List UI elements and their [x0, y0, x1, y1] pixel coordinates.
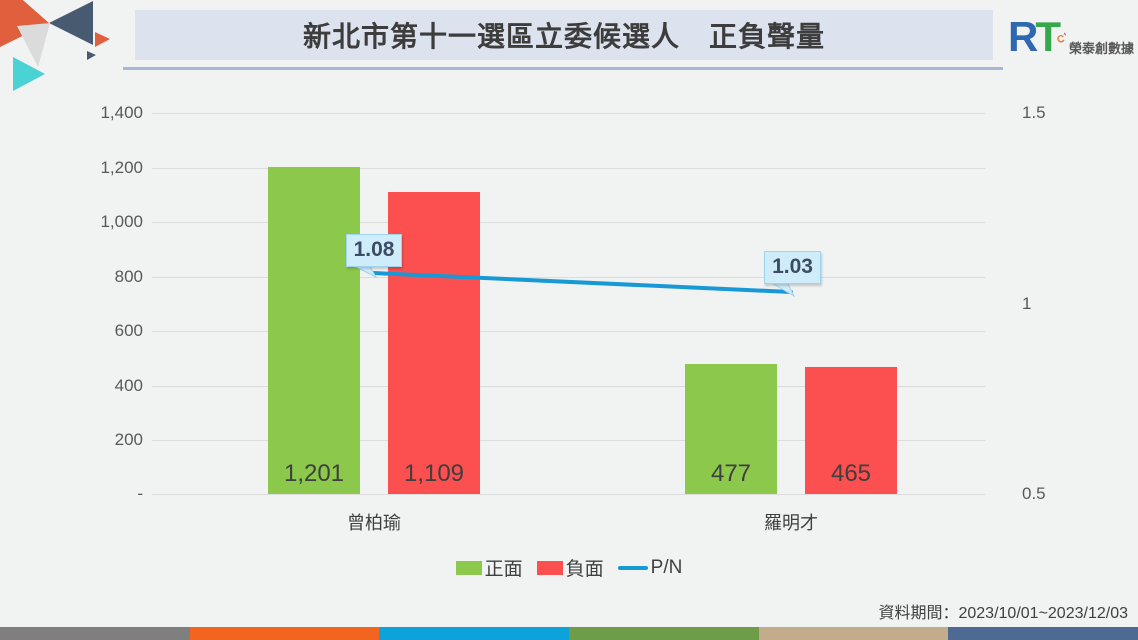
legend-label: P/N — [650, 556, 683, 578]
legend: 正面 負面 P/N — [0, 554, 1138, 581]
y-axis-left-tick: 400 — [114, 376, 143, 395]
bar-positive-zengboyu: 1,201 — [268, 167, 360, 494]
stripe-segment — [569, 627, 759, 640]
category-label-luomingcai: 羅明才 — [764, 513, 818, 533]
y-axis-right-tick: 1.5 — [1022, 103, 1046, 122]
rtc-logo: R T 榮泰創數據 — [1008, 14, 1134, 66]
legend-label: 正面 — [484, 559, 523, 580]
logo-letter-t: T — [1035, 13, 1061, 60]
callout-value: 1.03 — [772, 255, 813, 278]
stripe-segment — [0, 627, 190, 640]
gridline — [152, 494, 985, 495]
y-axis-right-tick: 1 — [1022, 294, 1032, 313]
title-underline — [123, 67, 1003, 70]
logo-company-name: 榮泰創數據 — [1068, 41, 1134, 56]
legend-item-positive: 正面 — [455, 554, 523, 581]
gridline — [152, 113, 985, 114]
y-axis-left-tick: 200 — [114, 430, 143, 449]
stripe-segment — [189, 627, 380, 640]
callout-value: 1.08 — [353, 238, 395, 261]
bar-value-label: 1,109 — [403, 460, 465, 487]
y-axis-left-tick: 1,000 — [100, 212, 143, 231]
gridline — [152, 386, 985, 387]
bar-value-label: 465 — [830, 460, 872, 487]
stripe-segment — [379, 627, 570, 640]
stripe-segment — [758, 627, 949, 640]
bar-value-label: 477 — [710, 460, 752, 487]
y-axis-left-tick: 1,200 — [100, 158, 143, 177]
bar-value-label: 1,201 — [283, 460, 345, 487]
logo-c-arc-icon — [1057, 32, 1066, 43]
legend-item-pn: P/N — [617, 556, 683, 579]
pn-callout-zengboyu: 1.08 — [346, 234, 402, 267]
gridline — [152, 440, 985, 441]
gridline — [152, 168, 985, 169]
legend-swatch-positive — [455, 560, 482, 575]
data-period-label: 資料期間：2023/10/01~2023/12/03 — [878, 605, 1128, 622]
y-axis-left-tick: 1,400 — [100, 103, 143, 122]
legend-swatch-negative — [536, 560, 563, 575]
y-axis-left-tick: - — [137, 484, 143, 503]
footer-stripe — [0, 627, 1138, 640]
gridline — [152, 331, 985, 332]
y-axis-left-tick: 600 — [114, 321, 143, 340]
gridline — [152, 222, 985, 223]
y-axis-right-tick: 0.5 — [1022, 484, 1046, 503]
title-bar: 新北市第十一選區立委候選人 正負聲量 — [135, 10, 993, 60]
category-label-zengboyu: 曾柏瑜 — [347, 513, 401, 533]
legend-line-swatch-pn — [617, 565, 648, 570]
bar-negative-luomingcai: 465 — [805, 367, 897, 494]
logo-letter-r: R — [1008, 13, 1038, 60]
bar-positive-luomingcai: 477 — [685, 364, 777, 494]
logo-flame-icon — [1063, 32, 1066, 36]
y-axis-left-tick: 800 — [114, 267, 143, 286]
pn-callout-luomingcai: 1.03 — [764, 251, 821, 284]
page-title: 新北市第十一選區立委候選人 正負聲量 — [302, 21, 825, 52]
legend-label: 負面 — [565, 559, 604, 580]
corner-triangles-icon — [0, 0, 110, 91]
callout-pointer — [768, 281, 796, 298]
legend-item-negative: 負面 — [536, 554, 604, 581]
stripe-segment — [948, 627, 1138, 640]
bar-negative-zengboyu: 1,109 — [388, 192, 480, 494]
